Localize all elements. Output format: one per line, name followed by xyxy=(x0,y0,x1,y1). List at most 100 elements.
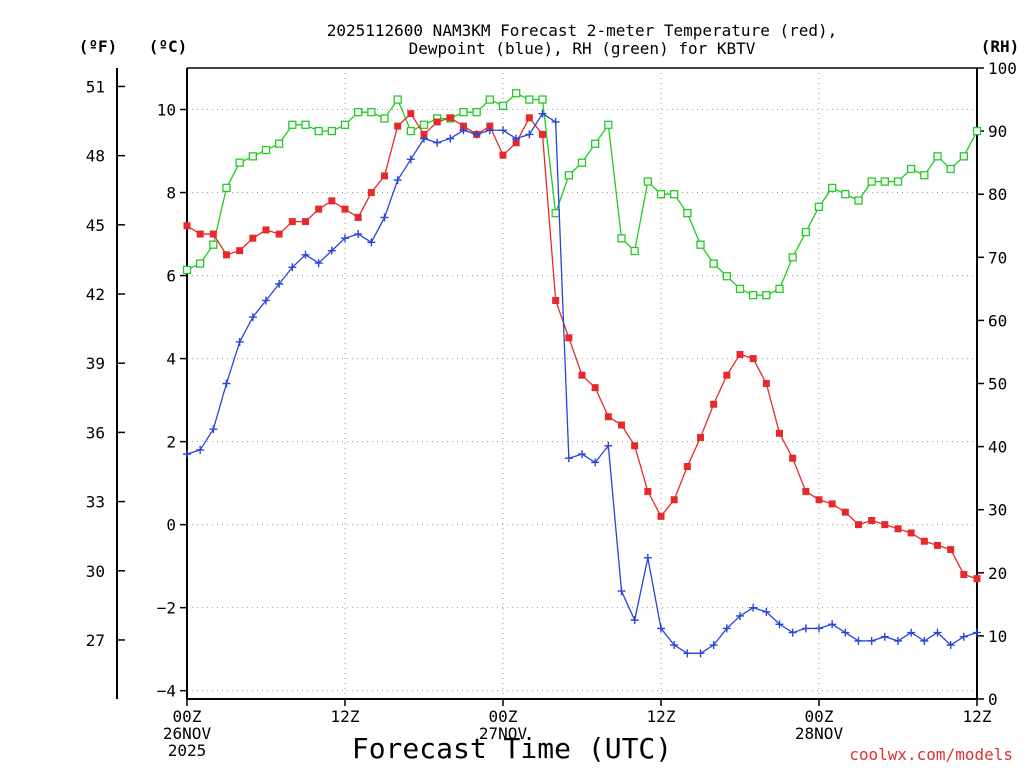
source-credit: coolwx.com/models xyxy=(849,745,1013,764)
rh-point xyxy=(617,234,626,243)
rh-point xyxy=(340,120,350,129)
rh-tick-label: 100 xyxy=(988,59,1017,78)
rh-tick-label: 10 xyxy=(988,627,1007,646)
temperature-point xyxy=(907,529,915,537)
dewpoint-point xyxy=(854,636,863,645)
dewpoint-point xyxy=(420,134,428,143)
temperature-point xyxy=(604,413,612,421)
dewpoint-point xyxy=(749,603,758,612)
temperature-point xyxy=(420,130,428,138)
temperature-point xyxy=(288,218,296,226)
rh-tick-label: 30 xyxy=(988,501,1007,520)
grid-lines xyxy=(187,68,977,699)
dewpoint-point xyxy=(788,628,797,637)
temperature-point xyxy=(512,139,520,147)
temperature-point xyxy=(565,334,573,342)
x-tick-label: 12Z xyxy=(647,707,676,726)
temperature-point xyxy=(183,222,191,230)
dewpoint-point xyxy=(472,130,481,139)
temperature-point xyxy=(762,380,770,387)
dewpoint-point xyxy=(512,134,521,143)
rh-point xyxy=(261,145,271,155)
dewpoint-point xyxy=(959,632,968,641)
rh-point xyxy=(498,101,508,111)
fahrenheit-tick-label: 42 xyxy=(86,285,105,304)
rh-point xyxy=(656,190,666,199)
temperature-point xyxy=(196,230,204,238)
rh-point xyxy=(182,265,192,275)
rh-tick-label: 50 xyxy=(988,375,1007,394)
temperature-point xyxy=(328,197,336,205)
temperature-point xyxy=(249,234,257,242)
temperature-point xyxy=(381,172,388,180)
rh-point xyxy=(670,190,679,199)
x-tick-label: 12Z xyxy=(331,707,360,726)
celsius-tick-label: 6 xyxy=(166,267,176,286)
rh-point xyxy=(564,171,573,180)
chart-title-line1: 2025112600 NAM3KM Forecast 2-meter Tempe… xyxy=(327,21,838,40)
rh-unit-label: (RH) xyxy=(981,37,1020,56)
rh-point xyxy=(419,120,429,129)
dewpoint-point xyxy=(248,313,257,322)
temperature-point xyxy=(275,230,283,238)
rh-series xyxy=(182,89,982,300)
rh-point xyxy=(472,108,481,117)
celsius-tick-label: 10 xyxy=(157,101,176,120)
rh-tick-label: 90 xyxy=(988,122,1007,141)
temperature-point xyxy=(828,500,836,508)
dewpoint-point xyxy=(657,624,665,633)
dewpoint-point xyxy=(920,636,929,645)
rh-axis-ticks: 0 10 20 30 40 50 60 70 80 90 100 xyxy=(977,59,1017,709)
dewpoint-point xyxy=(828,620,837,629)
temperature-series xyxy=(183,110,981,583)
temperature-point xyxy=(236,247,244,255)
temperature-point xyxy=(868,516,876,524)
dewpoint-point xyxy=(209,425,218,434)
temperature-point xyxy=(407,110,415,118)
rh-point xyxy=(749,291,758,300)
fahrenheit-unit-label: (ºF) xyxy=(79,37,118,56)
rh-point xyxy=(722,272,731,281)
rh-point xyxy=(920,171,929,180)
rh-point xyxy=(393,95,402,104)
rh-point xyxy=(814,202,824,211)
rh-point xyxy=(459,108,468,117)
dewpoint-point xyxy=(183,450,191,459)
dewpoint-point xyxy=(591,458,600,467)
rh-point xyxy=(854,196,863,205)
rh-point xyxy=(709,259,718,268)
dewpoint-point xyxy=(894,636,902,645)
temperature-point xyxy=(433,118,441,126)
fahrenheit-tick-label: 30 xyxy=(86,562,105,581)
temperature-point xyxy=(776,429,783,437)
temperature-point xyxy=(802,487,810,495)
rh-point xyxy=(577,158,587,167)
dewpoint-point xyxy=(301,250,310,259)
temperature-point xyxy=(841,508,849,516)
rh-tick-label: 0 xyxy=(988,690,998,709)
temperature-point xyxy=(354,213,362,221)
rh-point xyxy=(775,284,784,294)
rh-point xyxy=(525,95,534,104)
rh-point xyxy=(604,120,613,129)
celsius-tick-label: −2 xyxy=(157,599,176,618)
dewpoint-point xyxy=(683,649,692,658)
temperature-point xyxy=(525,114,533,122)
dewpoint-point xyxy=(341,234,349,243)
dewpoint-point xyxy=(696,649,705,658)
dewpoint-point xyxy=(775,620,784,629)
celsius-tick-label: 0 xyxy=(166,516,176,535)
temperature-point xyxy=(736,350,744,358)
celsius-tick-label: 8 xyxy=(166,184,176,203)
dewpoint-point xyxy=(499,126,507,135)
temperature-line xyxy=(186,112,978,580)
rh-point xyxy=(893,177,903,186)
dewpoint-point xyxy=(314,259,323,268)
dewpoint-point xyxy=(222,379,231,388)
dewpoint-point xyxy=(578,450,586,459)
dewpoint-point xyxy=(709,641,718,650)
dewpoint-point xyxy=(880,632,889,641)
dewpoint-point xyxy=(722,624,731,633)
rh-point xyxy=(959,152,968,161)
